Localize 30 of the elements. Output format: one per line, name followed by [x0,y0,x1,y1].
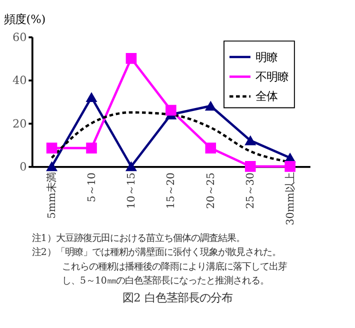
point [244,136,256,146]
x-tick-label: 5mm未満 [46,172,58,219]
legend-label: 不明瞭 [255,70,288,84]
y-axis-title: 頻度(%) [4,13,46,26]
legend-label: 明瞭 [255,50,278,64]
point [86,142,97,154]
point [166,104,176,116]
text: 図2 白色茎部長の分布 [122,292,232,305]
x-tick-label: 20～25 [204,172,217,209]
x-tick-label: 30mm以上 [284,172,296,226]
legend-label: 全体 [255,90,278,104]
point [205,101,216,111]
point [46,162,58,172]
x-tick-label: 10～15 [126,172,138,209]
x-tick-label: 5～10 [86,172,98,202]
y-tick-label: 60 [12,31,27,44]
point [244,161,256,172]
point [126,162,137,172]
point [46,142,58,154]
text: 注1）大豆跡復元田における苗立ち個体の調査結果。 [32,233,245,244]
point [205,142,216,154]
x-tick-label: 15～20 [165,172,178,209]
y-tick-label: 40 [12,74,27,88]
point [126,53,137,64]
point [284,161,296,172]
text: 注2）「明瞭」では種籾が溝壁面に張付く現象が散見された。これらの種籾は播種後の降雨により溝底に落下して出芽し、5～10㎜の白色茎部長になったと推測される。 [32,247,287,286]
y-tick-label: 0 [20,160,27,174]
point [86,92,97,102]
x-tick-label: 25～30 [244,172,257,209]
y-tick-label: 20 [12,117,27,130]
